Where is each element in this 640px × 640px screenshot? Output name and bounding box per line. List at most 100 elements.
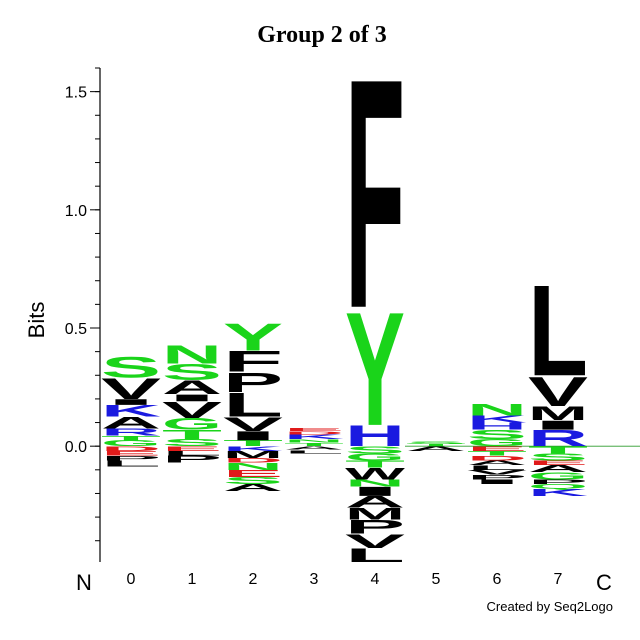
logo-letter: T: [284, 442, 344, 447]
logo-letter: I: [528, 418, 588, 432]
logo-letter: D: [223, 457, 283, 464]
logo-letter: K: [101, 402, 162, 420]
logo-letter: N: [284, 438, 344, 443]
logo-letter: S: [528, 452, 588, 463]
logo-letter: R: [528, 426, 588, 452]
logo-letter: N: [345, 478, 405, 489]
logo-letter: E: [162, 445, 222, 452]
logo-letter: Y: [223, 315, 283, 359]
logo-letter: E: [223, 468, 283, 479]
logo-letter: N: [162, 340, 222, 369]
logo-letter: T: [345, 459, 405, 470]
logo-letter: P: [528, 478, 588, 485]
logo-letter: L: [345, 545, 405, 566]
logo-letter: A: [406, 445, 466, 452]
logo-letter: T: [223, 439, 283, 448]
logo-letter: M: [345, 505, 405, 523]
logo-letter: H: [467, 421, 527, 432]
logo-letter: E: [284, 426, 344, 431]
logo-letter: L: [223, 387, 283, 425]
logo-letter: A: [162, 377, 222, 398]
y-axis-label: Bits: [24, 302, 49, 339]
logo-letter: F: [223, 345, 283, 378]
logo-letter: L: [467, 464, 527, 471]
logo-letter: L: [284, 449, 344, 454]
logo-letter: V: [162, 397, 222, 423]
logo-letter: E: [528, 459, 588, 466]
logo-letter: K: [284, 433, 344, 440]
logo-letter: M: [528, 403, 588, 424]
logo-letter: A: [101, 414, 161, 432]
y-tick-label: 1.5: [65, 85, 87, 102]
x-tick-label: 5: [432, 571, 441, 588]
logo-letter: S: [467, 428, 527, 442]
logo-letter: V: [101, 372, 162, 405]
logo-letter: P: [345, 517, 405, 538]
logo-letter: S: [406, 441, 466, 445]
logo-letter: V: [345, 531, 406, 552]
logo-letter: V: [467, 469, 528, 476]
logo-letter: E: [467, 445, 527, 452]
logo-letter: K: [467, 414, 527, 425]
logo-letter: A: [467, 459, 527, 466]
x-tick-label: 7: [554, 571, 563, 588]
logo-letter: L: [528, 260, 588, 404]
logo-letter: V: [528, 368, 589, 415]
x-tick-label: 0: [127, 571, 136, 588]
logo-letter: P: [223, 367, 283, 398]
logo-letter: H: [345, 420, 405, 453]
logo-letter: I: [101, 398, 161, 407]
logo-letter: M: [223, 449, 283, 460]
logo-letter: L: [162, 450, 222, 457]
logo-letter: T: [162, 428, 223, 442]
logo-letter: E: [101, 450, 161, 457]
logo-letter: A: [528, 464, 588, 475]
logo-letter: T: [467, 450, 527, 457]
x-tick-label: 3: [310, 571, 319, 588]
logo-letter: D: [101, 445, 161, 452]
x-tick-label: 1: [188, 571, 197, 588]
logo-letter: I: [345, 484, 405, 498]
logo-letter: Y: [345, 278, 405, 460]
logo-letter: P: [101, 455, 161, 462]
logo-letter: R: [101, 427, 161, 438]
logo-letter: T: [406, 443, 466, 447]
logo-letter: I: [467, 478, 527, 485]
logo-letter: S: [223, 475, 283, 486]
logo-letter: V: [223, 414, 284, 435]
logo-letter: K: [223, 445, 283, 452]
logo-letter: N: [467, 401, 527, 419]
logo-letter: G: [467, 438, 527, 449]
logo-letter: S: [162, 359, 222, 385]
logo-letter: S: [101, 351, 161, 384]
logo-letter: D: [467, 455, 527, 462]
logo-letter: G: [345, 452, 405, 463]
logo-letter: T: [101, 434, 161, 441]
y-tick-label: 1.0: [65, 203, 87, 220]
logo-letter: N: [223, 461, 283, 472]
logo-letter: L: [101, 459, 161, 468]
logo-letter: I: [162, 393, 222, 404]
logo-letter: Q: [528, 483, 588, 490]
y-tick-label: 0.0: [65, 439, 87, 456]
logo-letter: A: [345, 493, 405, 511]
y-tick-label: 0.5: [65, 321, 87, 338]
logo-letter: G: [528, 471, 588, 482]
logo-letter: K: [528, 487, 588, 498]
logo-letter: A: [284, 445, 344, 450]
logo-letter: W: [345, 465, 406, 483]
logo-letter: T: [528, 445, 588, 456]
logo-letter: G: [162, 415, 222, 433]
footer: Created by Seq2Logo: [487, 599, 613, 614]
chart-title: Group 2 of 3: [257, 22, 387, 48]
x-tick-label: 6: [493, 571, 502, 588]
x-tick-label: 2: [249, 571, 258, 588]
n-terminus-label: N: [76, 570, 92, 595]
c-terminus-label: C: [596, 570, 612, 595]
logo-letter: I: [223, 429, 283, 443]
logo-letter: D: [284, 430, 344, 435]
logo-letter: S: [162, 438, 222, 449]
logo-letter: F: [345, 10, 405, 376]
x-tick-label: 4: [371, 571, 380, 588]
logo-letter: G: [101, 439, 161, 448]
